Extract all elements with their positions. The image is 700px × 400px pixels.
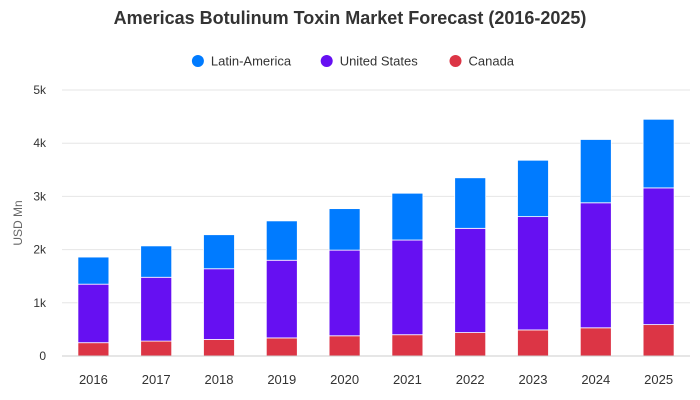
legend-marker (449, 55, 462, 67)
y-tick-label: 5k (33, 83, 47, 97)
legend-label: United States (340, 54, 419, 69)
y-tick-label: 2k (33, 243, 47, 257)
x-tick-label: 2022 (456, 372, 485, 387)
legend: Latin-America United States Canada (191, 54, 515, 69)
x-tick-label: 2020 (330, 372, 359, 387)
x-tick-label: 2023 (519, 372, 548, 387)
x-tick-label: 2025 (644, 372, 673, 387)
bar-segment-latin-america (203, 234, 235, 270)
bar-segment-latin-america (642, 118, 675, 189)
bar-segment-canada (77, 342, 110, 357)
bar-segment-canada (454, 332, 487, 357)
bar-segment-canada (265, 337, 298, 357)
bar-segment-latin-america (328, 208, 361, 251)
bar-segment-united-states (391, 239, 424, 336)
x-tick-label: 2018 (205, 372, 234, 387)
bar-segment-canada (391, 334, 424, 357)
bar-segment-united-states (517, 216, 549, 331)
x-tick-label: 2021 (393, 372, 422, 387)
x-tick-label: 2019 (267, 372, 296, 387)
y-tick-label: 1k (33, 296, 47, 310)
bar-segment-united-states (140, 276, 173, 342)
bar-segment-canada (328, 335, 361, 357)
bar-segment-united-states (265, 259, 298, 339)
y-tick-label: 0 (39, 349, 46, 363)
bar-segment-latin-america (579, 139, 612, 204)
y-axis-title: USD Mn (11, 200, 25, 245)
bar-segment-canada (642, 324, 675, 357)
bar-segment-united-states (328, 249, 361, 337)
y-tick-label: 3k (33, 189, 47, 203)
bar-segment-canada (579, 327, 612, 357)
x-tick-label: 2016 (79, 372, 108, 387)
x-tick-label: 2017 (142, 372, 171, 387)
legend-marker (191, 55, 204, 67)
y-tick-label: 4k (33, 136, 47, 150)
legend-label: Canada (469, 54, 515, 69)
bar-segment-united-states (454, 227, 487, 333)
bar-segment-canada (517, 329, 549, 357)
bar-segment-united-states (579, 202, 612, 329)
bar-segment-latin-america (140, 245, 173, 278)
legend-marker (320, 55, 333, 67)
bar-segment-united-states (77, 283, 110, 344)
bars-group (77, 118, 675, 357)
axes: 0 1k 2k 3k 4k 5k USD Mn 2016 2017 2018 2019 2020 202… (11, 83, 690, 387)
bar-segment-latin-america (265, 220, 298, 261)
x-tick-label: 2024 (581, 372, 610, 387)
legend-label: Latin-America (211, 54, 292, 69)
bar-segment-latin-america (454, 177, 487, 229)
bar-segment-latin-america (391, 192, 424, 241)
bar-segment-canada (140, 340, 173, 357)
bar-segment-united-states (203, 268, 235, 340)
bar-segment-latin-america (517, 159, 549, 218)
bar-segment-latin-america (77, 256, 110, 285)
bar-segment-united-states (642, 187, 675, 326)
bar-segment-canada (203, 339, 235, 357)
chart-title: Americas Botulinum Toxin Market Forecast… (113, 8, 587, 28)
